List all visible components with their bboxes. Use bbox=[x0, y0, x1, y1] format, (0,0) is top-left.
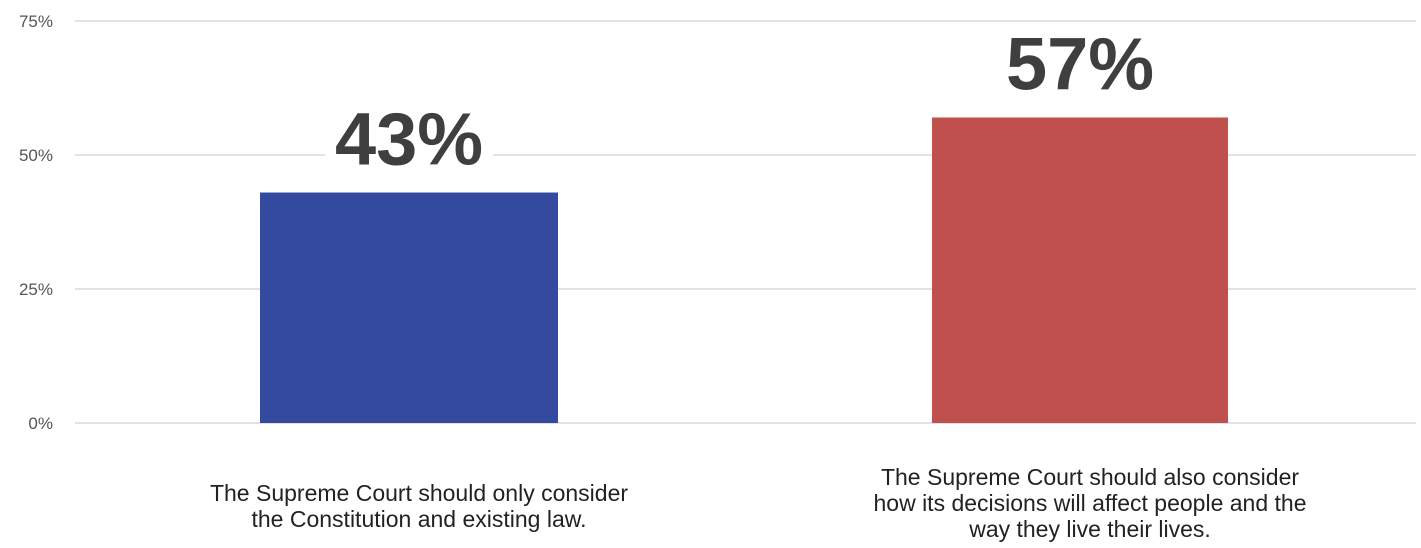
value-label-backdrop-0 bbox=[325, 104, 493, 179]
y-tick-label-75: 75% bbox=[19, 12, 53, 31]
y-tick-label-25: 25% bbox=[19, 280, 53, 299]
category-label-constitution-only: The Supreme Court should only consider t… bbox=[209, 480, 629, 532]
y-tick-label-0: 0% bbox=[28, 414, 53, 433]
value-label-1: 57% bbox=[1006, 22, 1154, 105]
value-label-0: 43% bbox=[335, 98, 483, 181]
bar-0 bbox=[260, 192, 558, 423]
y-tick-label-50: 50% bbox=[19, 146, 53, 165]
bar-1 bbox=[932, 117, 1228, 423]
category-label-consider-effects: The Supreme Court should also consider h… bbox=[873, 464, 1307, 542]
value-label-backdrop-1 bbox=[996, 29, 1164, 104]
